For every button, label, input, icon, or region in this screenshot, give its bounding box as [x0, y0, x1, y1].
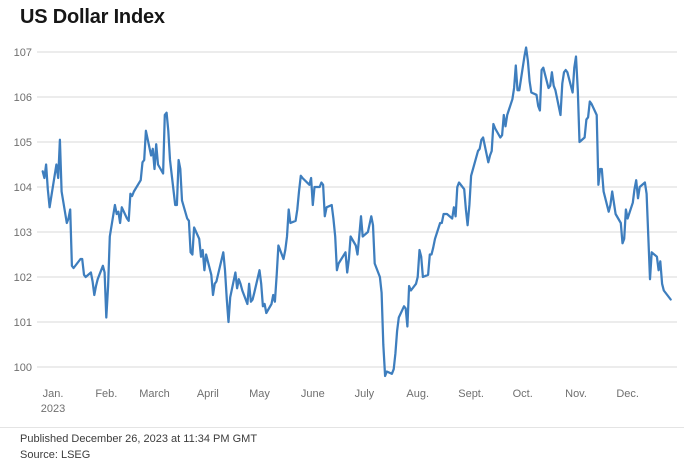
y-tick-label: 106 — [14, 92, 32, 104]
y-tick-label: 105 — [14, 137, 32, 149]
price-line — [41, 46, 672, 378]
x-tick-label: Feb. — [95, 388, 117, 400]
gridlines — [37, 51, 677, 368]
x-tick-label: Jan. — [43, 388, 64, 400]
x-tick-label: Sept. — [458, 388, 484, 400]
y-tick-label: 101 — [14, 317, 32, 329]
y-tick-label: 100 — [14, 362, 32, 374]
x-tick-label: June — [301, 388, 325, 400]
x-tick-label: March — [139, 388, 170, 400]
x-tick-label: Oct. — [513, 388, 533, 400]
x-tick-label: May — [249, 388, 270, 400]
footer-divider — [0, 427, 684, 428]
y-tick-label: 104 — [14, 182, 32, 194]
axis-labels: 107 106 105 104 103 102 101 100 Jan. 2023 Feb. Marc… — [14, 47, 639, 415]
x-tick-label: Nov. — [565, 388, 587, 400]
source-credit: Source: LSEG — [20, 449, 91, 461]
y-tick-label: 102 — [14, 272, 32, 284]
x-tick-label: Aug. — [406, 388, 429, 400]
y-tick-label: 103 — [14, 227, 32, 239]
y-tick-label: 107 — [14, 47, 32, 59]
page-title: US Dollar Index — [20, 6, 165, 28]
x-tick-label: April — [197, 388, 219, 400]
x-tick-label: July — [355, 388, 375, 400]
published-timestamp: Published December 26, 2023 at 11:34 PM … — [20, 433, 258, 445]
x-tick-label: Dec. — [616, 388, 639, 400]
x-tick-sublabel: 2023 — [41, 403, 65, 415]
